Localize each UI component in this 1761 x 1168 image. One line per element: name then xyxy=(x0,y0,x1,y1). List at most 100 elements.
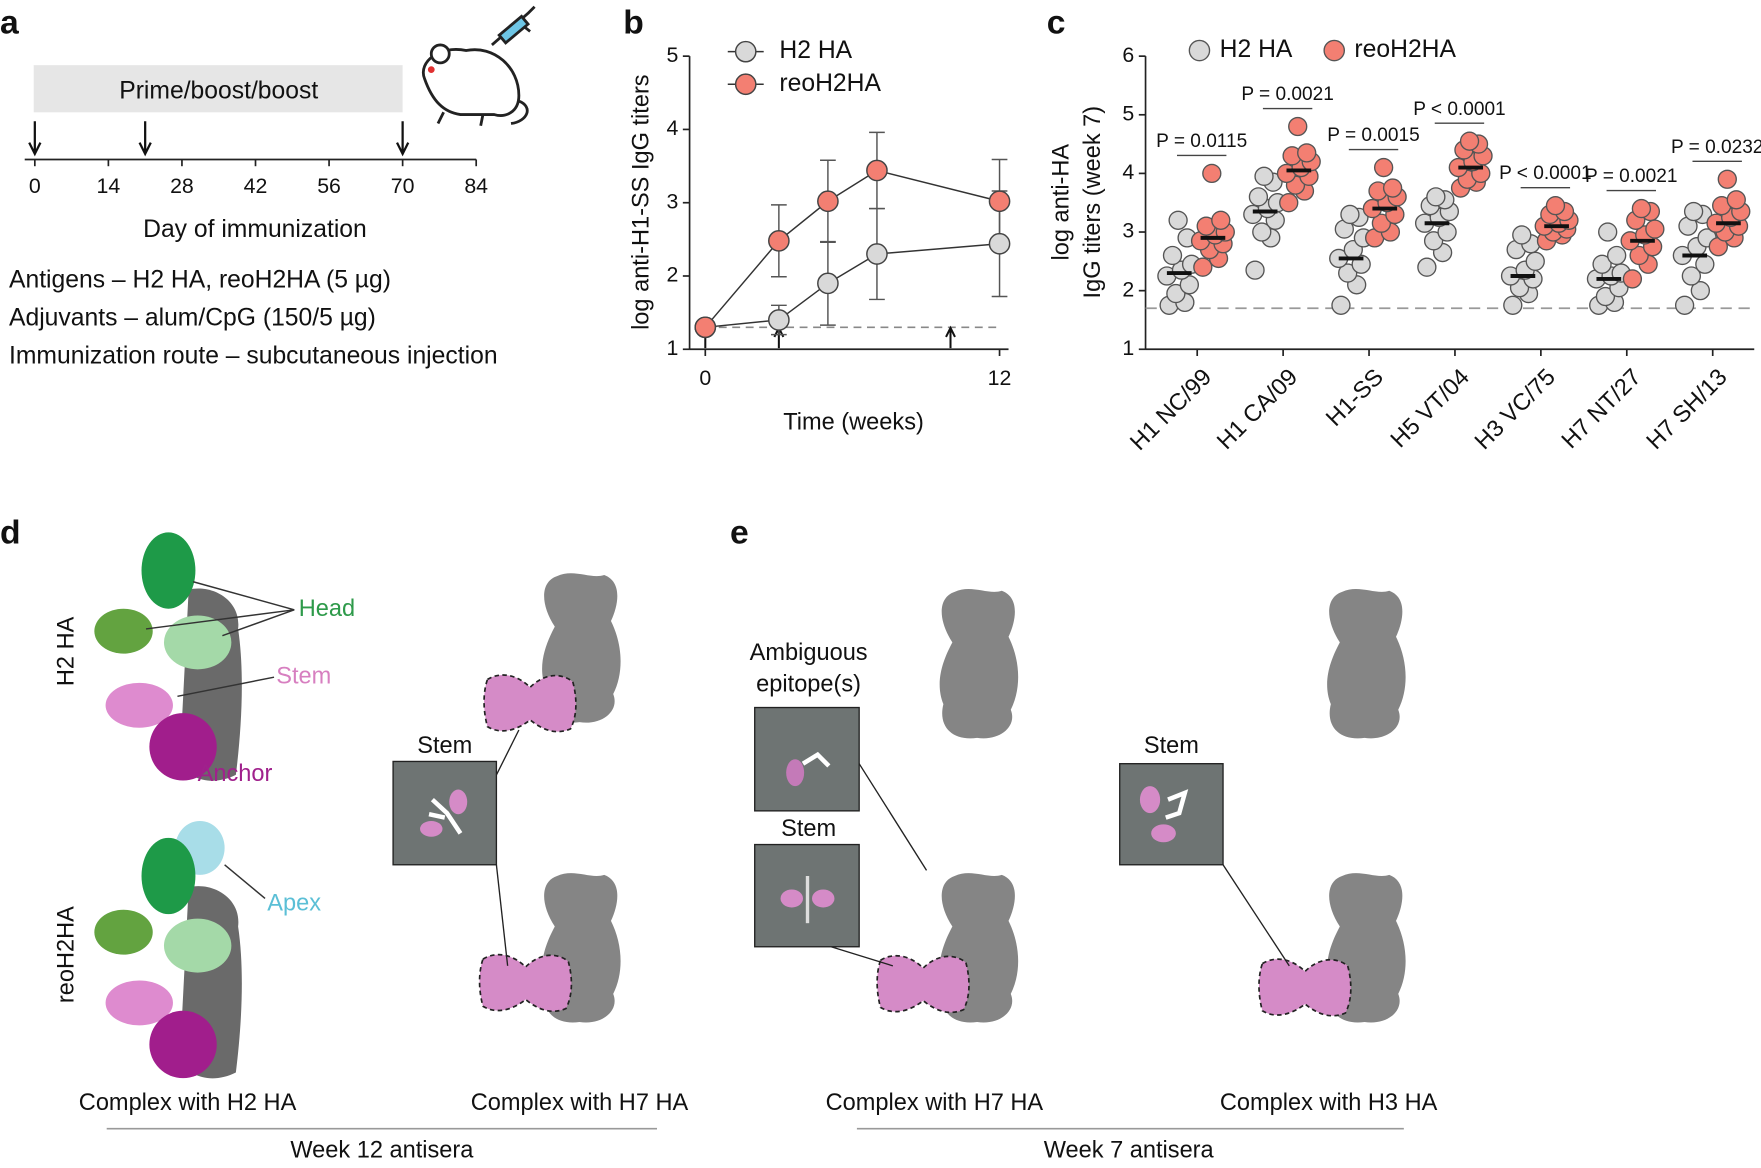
data-point xyxy=(1690,280,1711,301)
complex-caption: Complex with H3 HA xyxy=(1220,1089,1438,1115)
y-axis-label: log anti-H1-SS IgG titers xyxy=(628,74,654,330)
data-point xyxy=(1423,231,1444,251)
y-tick-label: 5 xyxy=(1122,101,1134,125)
immunization-arrow xyxy=(138,121,152,157)
data-point xyxy=(1168,210,1188,230)
data-point xyxy=(1717,169,1737,189)
p-value: P < 0.0001 xyxy=(1499,163,1591,184)
x-tick-label: 42 xyxy=(244,174,268,198)
data-point xyxy=(1202,163,1222,184)
banner-label: Prime/boost/boost xyxy=(119,78,318,105)
structure-label: reoH2HA xyxy=(53,906,79,1003)
complex-caption: Complex with H7 HA xyxy=(826,1089,1044,1115)
complex-caption: Complex with H7 HA xyxy=(471,1089,689,1115)
inset-label: Ambiguous xyxy=(750,639,868,665)
panel-label: a xyxy=(0,5,19,42)
x-tick-label: 0 xyxy=(699,366,711,390)
data-point xyxy=(1252,222,1272,242)
y-axis-label: IgG titers (week 7) xyxy=(1079,106,1105,299)
data-point xyxy=(1683,201,1704,222)
data-point xyxy=(1681,266,1702,286)
h2ha-structure xyxy=(94,532,242,781)
data-point xyxy=(1211,210,1231,230)
y-axis-label: log anti-HA xyxy=(1048,144,1074,261)
data-point xyxy=(694,316,717,339)
immunization-arrow xyxy=(396,121,410,157)
panel-label: e xyxy=(730,514,749,551)
legend-label: H2 HA xyxy=(779,37,852,64)
data-point xyxy=(768,309,790,331)
data-point xyxy=(1595,286,1616,307)
inset-label: Stem xyxy=(781,815,836,841)
data-point xyxy=(988,190,1011,213)
p-value: P = 0.0021 xyxy=(1241,84,1333,105)
x-tick-label: 84 xyxy=(464,174,488,198)
detail-line: Adjuvants – alum/CpG (150/5 µg) xyxy=(9,304,376,331)
x-tick-label: 12 xyxy=(988,366,1012,390)
data-point xyxy=(1695,254,1715,274)
x-tick-label: 28 xyxy=(170,174,194,198)
x-tick-label: H1-SS xyxy=(1321,364,1388,431)
panel-label: d xyxy=(0,514,21,551)
data-point xyxy=(1726,190,1746,210)
banner xyxy=(33,65,403,113)
legend-marker xyxy=(734,73,757,96)
data-point xyxy=(1629,245,1649,266)
series-line xyxy=(705,243,1000,329)
legend-label: reoH2HA xyxy=(779,70,881,97)
x-axis-label: Day of immunization xyxy=(143,216,367,243)
data-point xyxy=(1417,257,1437,277)
data-point xyxy=(1193,257,1213,277)
p-value: P = 0.0021 xyxy=(1585,166,1677,187)
y-tick-label: 6 xyxy=(1122,43,1134,67)
data-point xyxy=(1245,260,1265,280)
data-point xyxy=(1162,245,1183,266)
data-point xyxy=(1592,254,1612,274)
inset-label: Stem xyxy=(1144,732,1199,758)
legend-label: H2 HA xyxy=(1220,36,1293,63)
x-tick-label: 0 xyxy=(29,174,41,198)
callout-lines xyxy=(145,581,295,900)
p-value: P = 0.0015 xyxy=(1327,125,1419,146)
structure-label: H2 HA xyxy=(53,616,79,686)
data-point xyxy=(817,190,839,213)
x-tick-label: 56 xyxy=(317,174,341,198)
data-point xyxy=(1631,198,1652,219)
data-point xyxy=(866,243,888,265)
complex-drawings xyxy=(478,573,1406,1023)
data-point xyxy=(1645,219,1665,239)
panel-label: c xyxy=(1047,5,1066,42)
immunization-arrow xyxy=(28,121,42,157)
data-point xyxy=(1288,116,1308,137)
y-tick-label: 1 xyxy=(666,336,678,360)
data-point xyxy=(1179,275,1200,295)
data-point xyxy=(1373,157,1394,178)
data-point xyxy=(1503,295,1523,315)
p-value: P < 0.0001 xyxy=(1413,99,1505,120)
x-tick-label: H7 NT/27 xyxy=(1556,364,1646,454)
part-label: Apex xyxy=(267,889,321,915)
inset-label: epitope(s) xyxy=(756,670,861,696)
x-axis-label: Time (weeks) xyxy=(783,409,924,435)
part-label: Head xyxy=(299,595,355,621)
y-tick-label: 2 xyxy=(666,263,678,287)
group-caption: Week 7 antisera xyxy=(1044,1136,1215,1162)
data-point xyxy=(1674,295,1695,315)
complex-caption: Complex with H2 HA xyxy=(79,1089,297,1115)
x-tick-label: H5 VT/04 xyxy=(1385,364,1474,453)
data-point xyxy=(1279,193,1299,213)
x-tick-label: H7 SH/13 xyxy=(1641,364,1732,455)
legend-label: reoH2HA xyxy=(1354,36,1456,63)
detail-line: Immunization route – subcutaneous inject… xyxy=(9,343,498,370)
data-point xyxy=(1512,225,1532,245)
data-point xyxy=(1297,143,1317,163)
data-point xyxy=(1340,204,1360,225)
data-point xyxy=(768,229,790,252)
data-point xyxy=(1525,251,1545,271)
series-line xyxy=(704,169,1000,328)
part-label: Anchor xyxy=(198,760,273,786)
data-point xyxy=(988,232,1011,255)
group-caption: Week 12 antisera xyxy=(290,1136,474,1162)
data-point xyxy=(1166,283,1186,304)
data-point xyxy=(1254,166,1274,186)
